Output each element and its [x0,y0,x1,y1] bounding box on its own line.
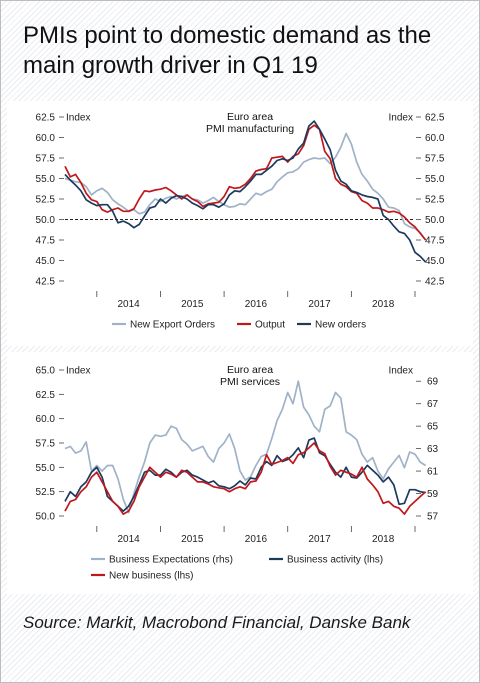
left-axis-label: Index [66,113,90,124]
right-axis-label: Index [389,366,413,377]
legend-label: Business activity (lhs) [287,555,383,566]
y-tick-label-left: 50.0 [36,215,56,226]
y-tick-label-right: 65 [427,422,439,433]
y-tick-label-left: 62.5 [36,390,56,401]
x-tick-label: 2018 [372,534,395,545]
y-tick-label-left: 57.5 [36,154,56,165]
x-tick-label: 2014 [118,299,141,310]
manufacturing-panel: 62.5 62.5 60.0 60.0 57.5 57.5 55.0 55.0 52.5 52.5… [7,101,473,346]
services-panel: 65.0 62.5 60.0 57.5 55.0 52.5 50.0 69 67 65 63 61 59… [7,352,473,594]
x-tick-label: 2015 [181,299,204,310]
page-title: PMIs point to domestic demand as the mai… [23,22,432,79]
x-tick-label: 2017 [308,534,331,545]
series-line-new-orders [64,120,427,263]
legend-label: Output [255,320,285,331]
source-note: Source: Markit, Macrobond Financial, Dan… [23,613,411,632]
y-tick-label-right: 59 [427,489,439,500]
y-tick-label-right: 42.5 [425,277,445,288]
series-line-new-export-orders [64,132,427,241]
chart-title-line: Euro area [227,111,273,123]
y-tick-label-left: 47.5 [36,236,56,247]
y-tick-label-right: 57.5 [425,154,445,165]
y-tick-label-right: 55.0 [425,174,445,185]
x-tick-label: 2016 [245,299,268,310]
y-tick-label-right: 60.0 [425,133,445,144]
y-tick-label-right: 52.5 [425,195,445,206]
x-tick-label: 2018 [372,299,395,310]
y-tick-label-right: 57 [427,512,439,523]
y-tick-label-right: 47.5 [425,236,445,247]
legend-label: New Export Orders [130,320,215,331]
x-tick-label: 2016 [245,534,268,545]
y-tick-label-right: 45.0 [425,256,445,267]
y-tick-label-left: 55.0 [36,174,56,185]
services-chart: 65.0 62.5 60.0 57.5 55.0 52.5 50.0 69 67 65 63 61 59… [36,364,439,582]
series-line-business-activity-lhs [64,437,426,512]
legend-label: New business (lhs) [109,571,193,582]
right-axis-label: Index [389,113,413,124]
series-line-new-business-lhs [64,442,427,515]
y-tick-label-right: 61 [427,467,439,478]
y-tick-label-right: 50.0 [425,215,445,226]
legend-label: Business Expectations (rhs) [109,555,233,566]
y-tick-label-left: 55.0 [36,463,56,474]
y-tick-label-right: 69 [427,377,439,388]
y-tick-label-left: 62.5 [36,113,56,124]
left-axis-label: Index [66,366,90,377]
chart-title-line: Euro area [227,364,273,376]
chart-title-line: PMI services [220,376,280,388]
y-tick-label-left: 52.5 [36,487,56,498]
y-tick-label-right: 67 [427,399,439,410]
y-tick-label-left: 57.5 [36,439,56,450]
y-tick-label-right: 62.5 [425,113,445,124]
y-tick-label-left: 42.5 [36,277,56,288]
y-tick-label-left: 60.0 [36,133,56,144]
legend-label: New orders [315,320,366,331]
chart-title-line: PMI manufacturing [206,123,294,135]
y-tick-label-left: 52.5 [36,195,56,206]
y-tick-label-right: 63 [427,444,439,455]
x-tick-label: 2015 [181,534,204,545]
series-line-business-expectations-rhs [64,380,427,514]
x-tick-label: 2014 [118,534,141,545]
series-line-output [64,124,427,241]
y-tick-label-left: 60.0 [36,414,56,425]
manufacturing-chart: 62.5 62.5 60.0 60.0 57.5 57.5 55.0 55.0 52.5 52.5… [36,111,445,331]
y-tick-label-left: 65.0 [36,366,56,377]
y-tick-label-left: 45.0 [36,256,56,267]
x-tick-label: 2017 [308,299,331,310]
y-tick-label-left: 50.0 [36,512,56,523]
